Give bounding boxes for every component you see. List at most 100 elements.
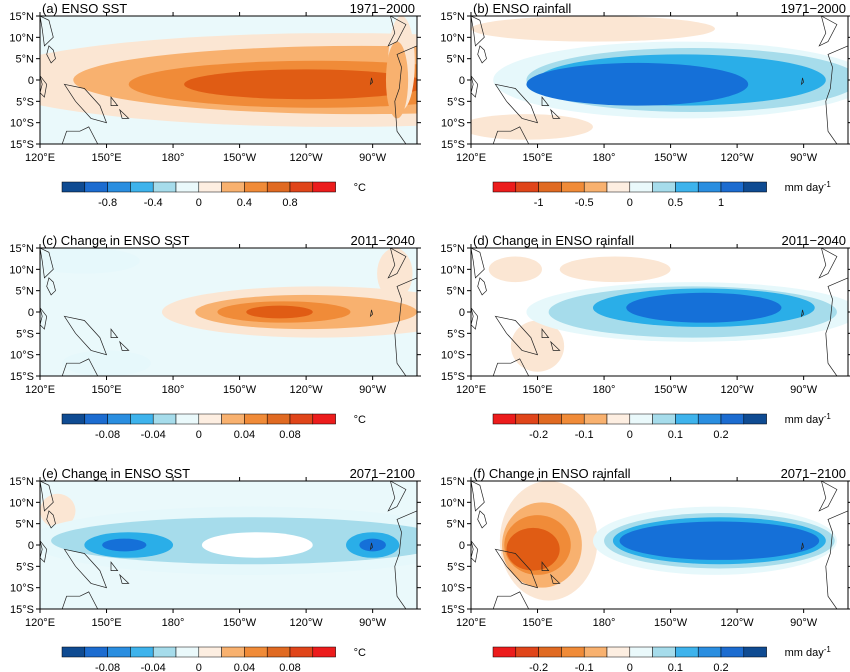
colorbar-swatch	[244, 413, 268, 425]
coastline	[46, 45, 56, 64]
lon-label: 90°W	[359, 152, 387, 164]
lat-label: 0	[459, 75, 465, 87]
lat-label: 5°N	[447, 286, 466, 298]
coastline	[492, 591, 530, 609]
colorbar-swatch	[538, 181, 562, 193]
colorbar-swatch	[175, 181, 200, 193]
colorbar: -1 -0.5 0 0.5 1 mm day-1	[492, 180, 831, 209]
colorbar-swatch	[289, 413, 314, 425]
colorbar-swatch	[175, 646, 200, 658]
coastline	[471, 540, 479, 563]
contour-region	[377, 248, 413, 300]
colorbar-label: -0.2	[529, 662, 548, 672]
coastlines	[471, 481, 848, 609]
colorbar-label: -0.08	[95, 662, 120, 672]
coastline	[541, 96, 550, 106]
contour-region	[506, 527, 560, 571]
contour-region	[559, 256, 671, 283]
lon-label: 120°W	[721, 617, 755, 629]
colorbar-label: 0	[627, 429, 633, 441]
colorbar-swatch	[515, 646, 539, 658]
lat-label: 10°S	[441, 583, 465, 595]
colorbar-label: 0.4	[237, 197, 252, 209]
coastline	[492, 126, 530, 144]
contour-region	[471, 16, 715, 42]
coastlines	[40, 481, 417, 609]
lat-label: 5°S	[447, 96, 465, 108]
coastline	[825, 510, 848, 609]
lat-label: 5°S	[447, 328, 465, 340]
plot-area	[471, 16, 848, 144]
coastline	[492, 358, 530, 376]
colorbar: -0.08 -0.04 0 0.04 0.08 °C	[61, 646, 366, 672]
colorbar-swatch	[675, 181, 699, 193]
coastline	[471, 307, 479, 330]
lat-label: 0	[28, 307, 34, 319]
colorbar-swatch	[675, 413, 699, 425]
colorbar-label: -0.8	[98, 197, 117, 209]
coastline	[471, 481, 485, 512]
colorbar-swatch	[629, 181, 653, 193]
panel-period: 2071−2100	[781, 466, 846, 481]
lon-label: 180°	[162, 152, 185, 164]
coastline	[550, 340, 561, 351]
lat-label: 15°S	[10, 371, 34, 383]
coastline	[369, 309, 373, 318]
plot-area	[471, 481, 848, 609]
colorbar-label: -0.04	[141, 429, 166, 441]
colorbar-swatch	[107, 646, 131, 658]
contour-region	[488, 256, 542, 283]
contour-region	[619, 521, 820, 560]
colorbar-label: 0	[627, 662, 633, 672]
lon-label: 120°W	[290, 384, 324, 396]
coastline	[40, 75, 48, 98]
colorbar-swatch	[221, 413, 245, 425]
contour-region	[385, 41, 409, 119]
lon-label: 150°W	[654, 384, 688, 396]
coastline	[40, 248, 54, 279]
colorbar-swatch	[130, 413, 154, 425]
colorbar-swatch	[652, 181, 676, 193]
colorbar-swatch	[130, 181, 154, 193]
lat-label: 15°N	[440, 11, 465, 23]
coastlines	[471, 16, 848, 144]
colorbar-swatch	[312, 413, 336, 425]
colorbar-swatch	[720, 646, 745, 658]
lon-label: 90°W	[790, 384, 818, 396]
lat-label: 0	[28, 75, 34, 87]
coastline	[818, 481, 838, 512]
coastlines	[471, 248, 848, 376]
lon-label: 120°E	[456, 152, 486, 164]
colorbar: -0.2 -0.1 0 0.1 0.2 mm day-1	[492, 412, 831, 441]
coastline	[494, 315, 539, 356]
colorbar-swatch	[130, 646, 154, 658]
coastline	[477, 45, 487, 64]
contour-region	[40, 248, 140, 274]
colorbar-label: 0.04	[234, 662, 255, 672]
lat-label: 15°N	[440, 476, 465, 488]
panel-period: 1971−2000	[781, 1, 846, 16]
colorbar-swatch	[561, 413, 585, 425]
colorbar-label: -0.5	[575, 197, 594, 209]
lat-label: 10°N	[440, 497, 465, 509]
lon-label: 120°E	[456, 384, 486, 396]
lon-label: 150°W	[223, 152, 257, 164]
coastline	[550, 573, 561, 584]
coastline	[494, 83, 539, 124]
coastline	[394, 277, 417, 376]
colorbar-swatch	[244, 181, 268, 193]
lon-label: 150°E	[91, 384, 121, 396]
colorbar-swatch	[515, 413, 539, 425]
colorbar-swatch	[198, 181, 222, 193]
colorbar-swatch	[61, 413, 86, 425]
lat-label: 10°S	[441, 118, 465, 130]
colorbar-label: 1	[718, 197, 724, 209]
colorbar-swatch	[84, 646, 108, 658]
colorbar-swatch	[84, 181, 108, 193]
coastline	[61, 358, 99, 376]
colorbar-label: 0	[627, 197, 633, 209]
lon-label: 120°W	[290, 617, 324, 629]
contour-region	[471, 114, 593, 140]
